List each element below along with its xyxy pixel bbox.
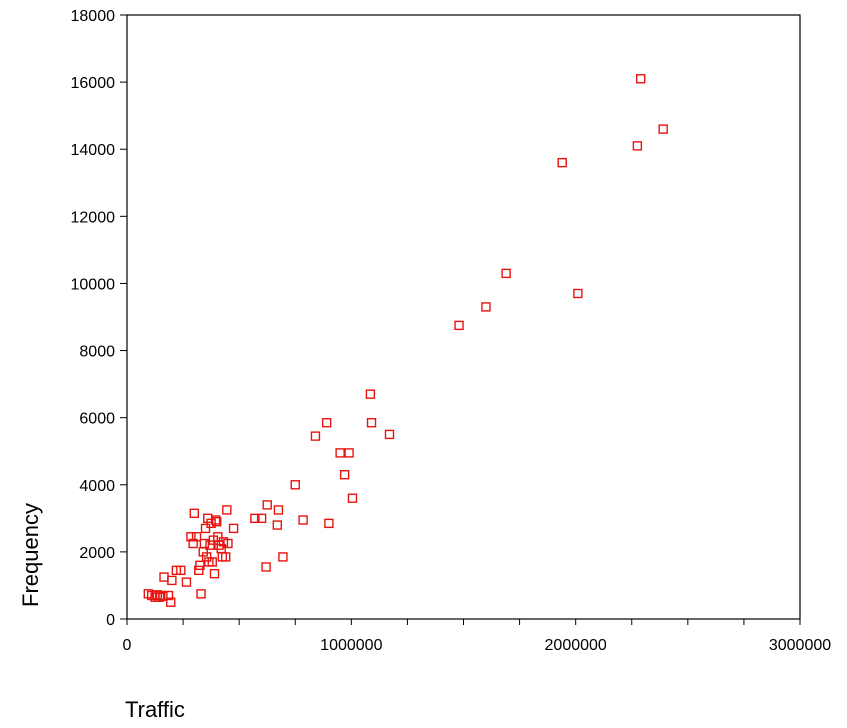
x-axis-title: Traffic: [125, 697, 185, 722]
data-point: [290, 480, 300, 490]
data-point: [454, 320, 464, 331]
data-point: [195, 560, 205, 571]
data-point: [228, 523, 239, 534]
data-point: [201, 552, 212, 562]
data-point: [159, 572, 169, 582]
data-point: [186, 532, 196, 542]
data-point: [262, 500, 272, 510]
y-tick-label: 2000: [79, 545, 115, 562]
data-point: [221, 552, 231, 562]
data-point: [200, 523, 211, 534]
y-tick-label: 12000: [71, 209, 116, 226]
data-point: [344, 448, 354, 458]
x-tick-label: 3000000: [769, 637, 831, 654]
data-point: [365, 389, 376, 399]
y-tick-label: 6000: [79, 411, 115, 428]
data-point: [158, 591, 168, 601]
data-point: [222, 505, 232, 515]
y-axis-title: Frequency: [18, 503, 43, 607]
data-point: [273, 505, 284, 515]
data-point: [481, 302, 491, 312]
data-point: [166, 597, 176, 607]
y-tick-label: 10000: [71, 276, 116, 293]
x-tick-label: 2000000: [545, 637, 607, 654]
y-tick-label: 0: [106, 612, 115, 629]
data-point: [209, 569, 220, 579]
data-point: [366, 418, 377, 428]
data-point: [196, 589, 206, 599]
data-point: [189, 508, 200, 518]
data-point: [658, 124, 668, 134]
data-point: [636, 74, 646, 84]
data-point: [347, 493, 358, 503]
data-point: [199, 538, 210, 549]
x-tick-label: 0: [123, 637, 132, 654]
data-point: [272, 520, 283, 530]
y-tick-label: 16000: [71, 75, 116, 92]
data-point: [324, 518, 334, 529]
data-point: [261, 562, 271, 572]
data-point: [321, 418, 332, 428]
data-point: [339, 470, 350, 480]
data-point: [310, 431, 321, 441]
data-point: [181, 577, 192, 587]
data-point: [256, 513, 267, 524]
y-tick-label: 8000: [79, 344, 115, 361]
data-point: [384, 429, 395, 440]
data-point: [207, 557, 217, 567]
data-point: [632, 141, 643, 151]
data-point: [223, 538, 233, 549]
y-tick-label: 14000: [71, 142, 116, 159]
data-point: [191, 532, 202, 542]
y-tick-label: 4000: [79, 478, 115, 495]
data-point: [298, 515, 308, 525]
data-point: [278, 552, 288, 562]
x-tick-label: 1000000: [320, 637, 382, 654]
data-point: [557, 157, 567, 168]
data-point: [335, 448, 345, 458]
plot-area-frame: [126, 14, 801, 620]
data-point: [210, 515, 221, 525]
data-point: [250, 513, 260, 524]
data-point: [501, 268, 511, 279]
data-point: [194, 565, 204, 576]
data-point: [176, 565, 186, 576]
x-axis-ticks: 0 1000000 2000000 3000000: [123, 619, 831, 654]
data-point: [212, 516, 222, 527]
y-tick-label: 18000: [71, 8, 116, 25]
data-point: [167, 575, 177, 586]
data-point: [163, 590, 174, 601]
data-point: [573, 288, 583, 299]
y-axis-ticks: 0 2000 4000 6000 8000 10000 12000 14000 16000 180…: [71, 8, 127, 629]
data-points: [143, 74, 668, 607]
